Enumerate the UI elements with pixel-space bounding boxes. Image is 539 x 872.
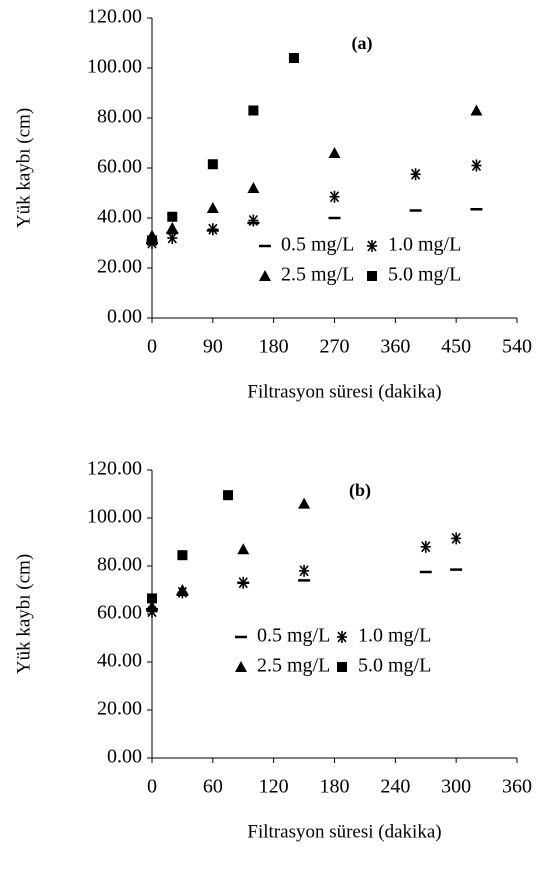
square — [177, 550, 188, 561]
marker-square — [223, 490, 234, 501]
marker-star — [299, 564, 310, 577]
marker-star — [329, 190, 340, 203]
marker-star — [367, 240, 377, 252]
square — [367, 271, 377, 281]
annotation: (a) — [352, 33, 373, 54]
square — [288, 53, 299, 63]
marker-square — [367, 271, 377, 281]
legend-label: 2.5 mg/L — [281, 264, 354, 286]
annotation: (b) — [349, 480, 371, 501]
marker-triangle — [176, 584, 189, 595]
triangle — [206, 202, 219, 213]
x-tick-label: 0 — [147, 776, 157, 798]
y-axis-title: Yük kaybı (cm) — [13, 108, 34, 228]
marker-square — [248, 105, 259, 116]
x-tick-label: 540 — [502, 336, 532, 358]
triangle — [146, 600, 158, 612]
marker-triangle — [298, 497, 311, 509]
marker-star — [167, 232, 178, 244]
triangle — [470, 104, 483, 116]
x-tick-label: 450 — [441, 336, 471, 358]
x-tick-label: 90 — [203, 336, 223, 358]
y-tick-label: 40.00 — [97, 650, 142, 672]
x-tick-label: 120 — [259, 776, 289, 798]
x-axis-title: Filtrasyon süresi (dakika) — [247, 821, 441, 842]
x-tick-label: 240 — [380, 776, 410, 798]
marker-triangle — [470, 104, 483, 116]
square — [167, 211, 178, 222]
marker-triangle — [166, 222, 179, 233]
marker-triangle — [235, 661, 247, 672]
marker-square — [177, 550, 188, 561]
marker-square — [147, 235, 157, 246]
square — [248, 105, 259, 116]
marker-star — [451, 532, 462, 545]
legend-label: 5.0 mg/L — [388, 264, 461, 286]
y-tick-label: 120.00 — [87, 458, 142, 480]
marker-triangle — [328, 147, 341, 158]
marker-triangle — [146, 600, 158, 612]
legend-label: 1.0 mg/L — [388, 234, 461, 256]
triangle — [328, 147, 341, 158]
marker-star — [238, 576, 249, 589]
x-tick-label: 360 — [380, 336, 410, 358]
x-axis-title: Filtrasyon süresi (dakika) — [247, 381, 441, 402]
y-tick-label: 20.00 — [97, 256, 142, 278]
marker-star — [337, 631, 347, 643]
y-tick-label: 100.00 — [87, 56, 142, 78]
marker-triangle — [237, 543, 250, 555]
marker-star — [207, 223, 218, 236]
y-axis-title: Yük kaybı (cm) — [13, 554, 34, 674]
marker-square — [207, 159, 218, 170]
marker-star — [410, 168, 421, 181]
marker-square — [288, 53, 299, 63]
triangle — [166, 222, 179, 233]
marker-square — [147, 593, 157, 604]
x-tick-label: 270 — [320, 336, 350, 358]
y-tick-label: 40.00 — [97, 206, 142, 228]
y-tick-label: 20.00 — [97, 698, 142, 720]
legend-label: 0.5 mg/L — [257, 625, 330, 647]
x-tick-label: 180 — [320, 776, 350, 798]
square — [147, 593, 157, 604]
legend-label: 1.0 mg/L — [358, 625, 431, 647]
marker-star — [248, 214, 259, 227]
legend-label: 2.5 mg/L — [257, 655, 330, 677]
y-tick-label: 0.00 — [107, 746, 142, 768]
marker-triangle — [247, 182, 260, 193]
triangle — [259, 270, 271, 281]
x-tick-label: 60 — [203, 776, 223, 798]
marker-triangle — [259, 270, 271, 281]
triangle — [247, 182, 260, 193]
triangle — [298, 497, 311, 509]
y-tick-label: 120.00 — [87, 6, 142, 28]
x-tick-label: 300 — [441, 776, 471, 798]
y-tick-label: 80.00 — [97, 106, 142, 128]
triangle — [237, 543, 250, 555]
square — [337, 662, 347, 672]
y-tick-label: 100.00 — [87, 506, 142, 528]
y-tick-label: 0.00 — [107, 306, 142, 328]
square — [207, 159, 218, 170]
x-tick-label: 180 — [259, 336, 289, 358]
x-tick-label: 0 — [147, 336, 157, 358]
marker-star — [471, 159, 482, 172]
legend-label: 0.5 mg/L — [281, 234, 354, 256]
x-tick-label: 360 — [502, 776, 532, 798]
square — [223, 490, 234, 501]
y-tick-label: 60.00 — [97, 602, 142, 624]
marker-square — [167, 211, 178, 222]
y-tick-label: 60.00 — [97, 156, 142, 178]
marker-triangle — [206, 202, 219, 213]
marker-star — [420, 540, 431, 553]
y-tick-label: 80.00 — [97, 554, 142, 576]
square — [147, 235, 157, 246]
triangle — [235, 661, 247, 672]
triangle — [176, 584, 189, 595]
marker-square — [337, 662, 347, 672]
legend-label: 5.0 mg/L — [358, 655, 431, 677]
